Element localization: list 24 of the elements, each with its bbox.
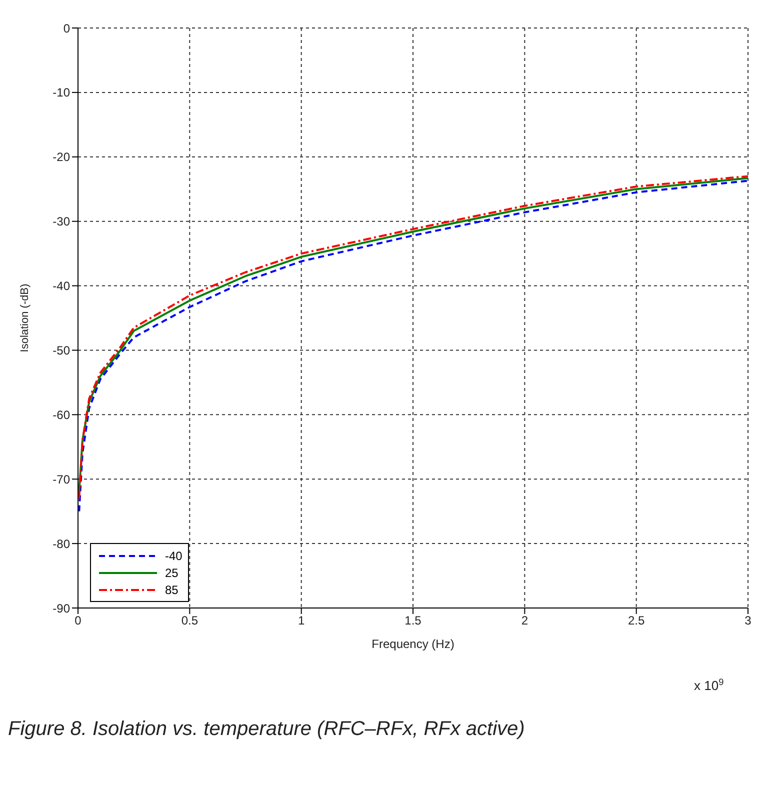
x-tick-label: 2 [521,614,528,628]
x-tick-label: 1.5 [404,614,422,628]
y-tick-label: -40 [52,279,70,294]
y-tick-label: -10 [52,86,70,100]
y-tick-label: -30 [52,214,70,229]
legend-label: 25 [165,566,178,580]
caption: Figure 8. Isolation vs. temperature (RFC–RFx, RFx active) [8,718,526,741]
y-tick-label: -20 [52,150,70,164]
x-axis-title: Frequency (Hz) [372,637,454,651]
x-tick-label: 0.5 [181,614,198,628]
y-tick-label: -90 [52,601,70,616]
y-tick-label: -70 [52,472,70,486]
y-tick-label: -80 [52,536,70,551]
y-tick-label: -50 [52,343,70,358]
x-tick-label: 0 [74,614,82,628]
x-tick-label: 3 [744,614,752,628]
y-axis-title: Isolation (-dB) [18,284,31,352]
legend-label: -40 [165,548,182,562]
x-tick-label: 1 [298,614,305,628]
y-tick-label: 0 [63,21,70,36]
y-tick-label: -60 [52,408,70,422]
legend-label: 85 [165,582,178,596]
text: x 10$^{9}$ [694,677,724,693]
x-tick-label: 2.5 [628,614,645,628]
